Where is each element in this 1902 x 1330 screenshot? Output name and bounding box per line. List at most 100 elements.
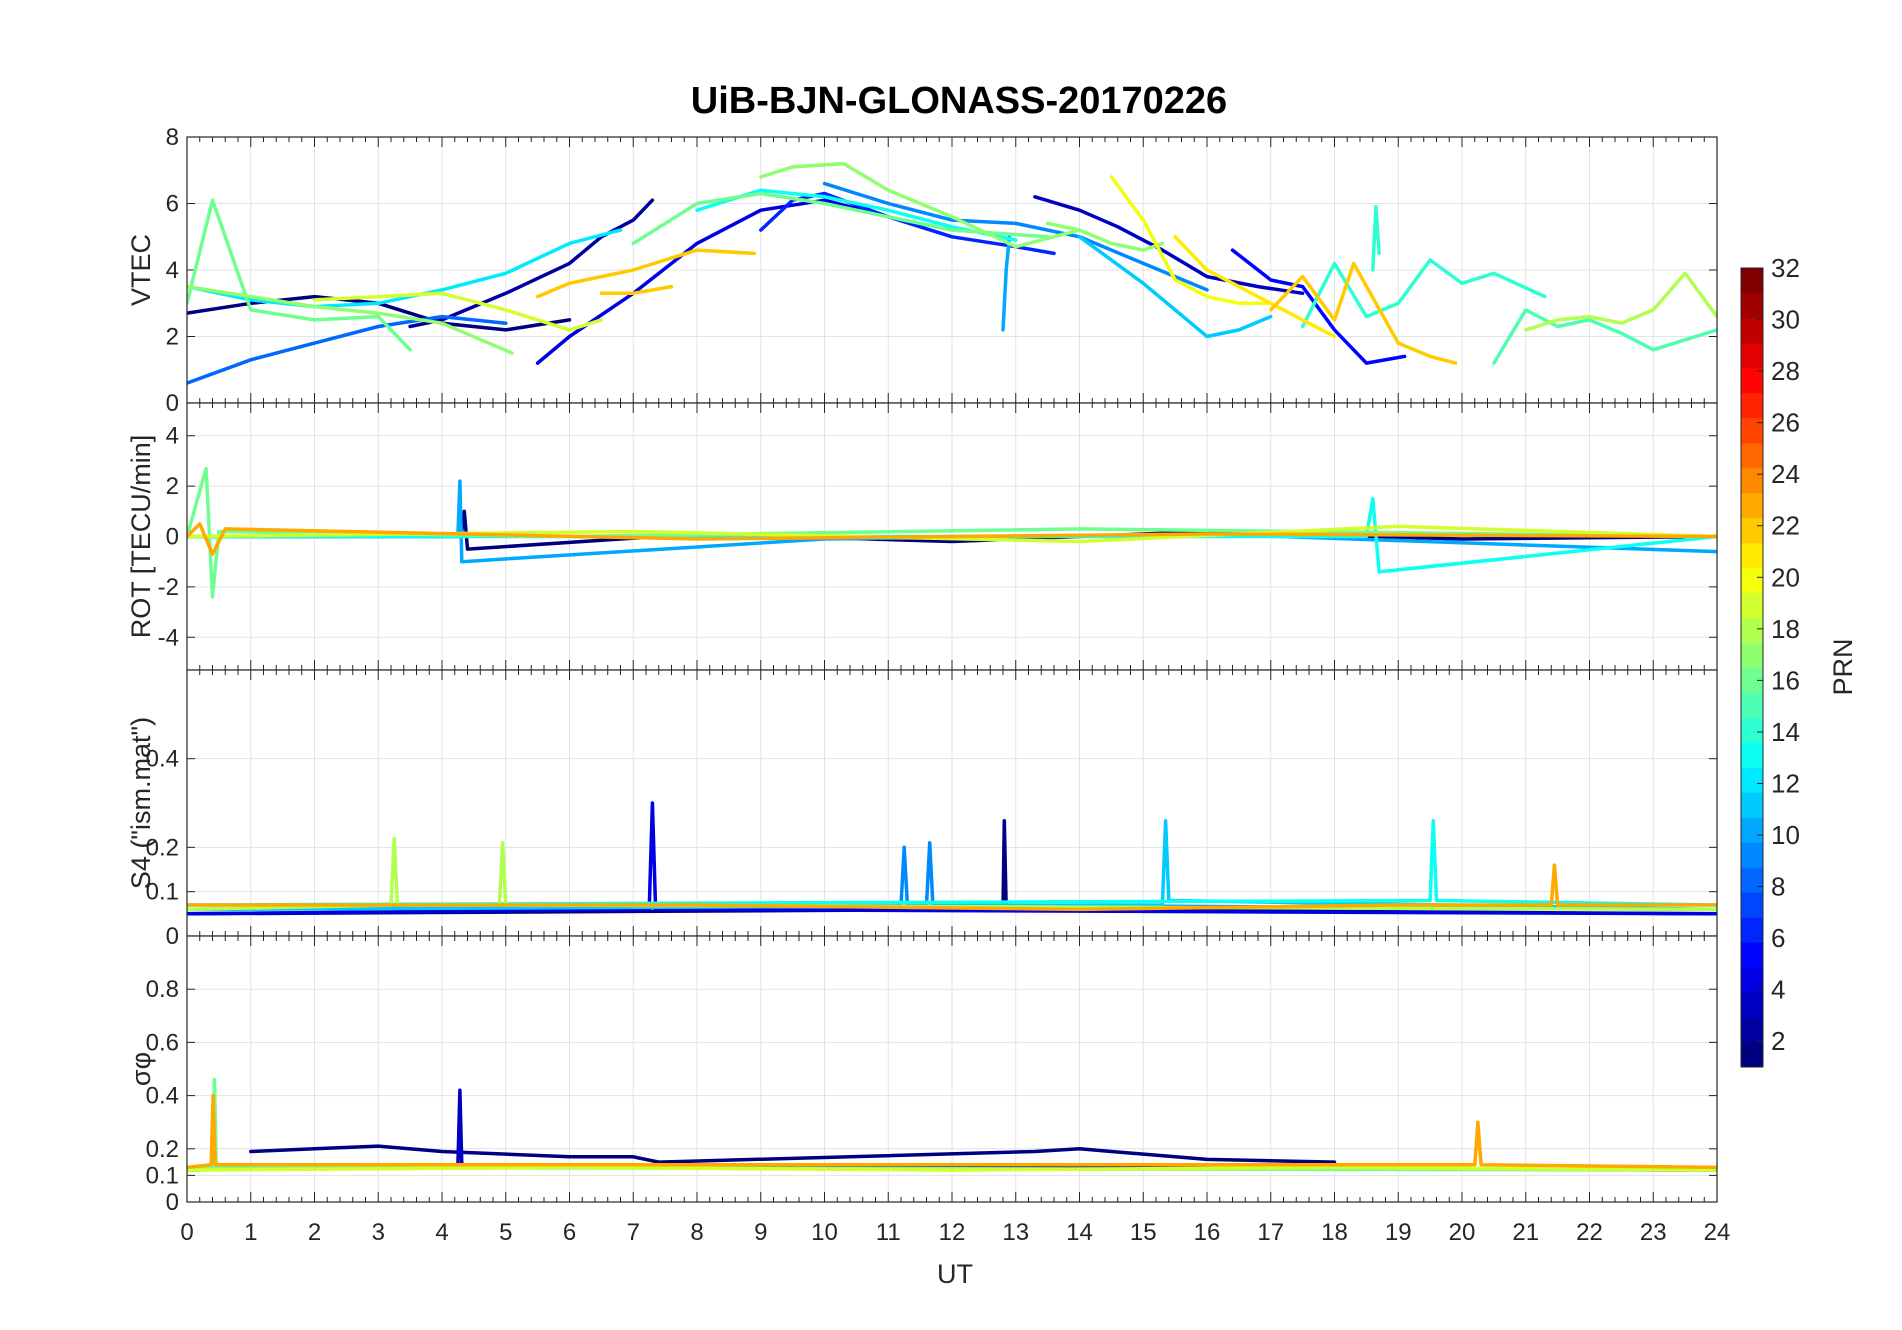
series-line-prn-13 (187, 818, 1717, 907)
colorbar-segment (1741, 392, 1763, 419)
series-line-prn-22 (599, 284, 674, 296)
y-tick-label: 0 (166, 1189, 179, 1216)
panel-rot: -4 -2 0 2 4 ROT [TECU/min] (126, 402, 1718, 671)
colorbar-segment (1741, 742, 1763, 768)
series-group (187, 801, 1717, 916)
colorbar-tick-label: 4 (1771, 975, 1785, 1005)
x-tick-label: 1 (244, 1219, 257, 1246)
series-group (187, 466, 1717, 599)
colorbar-tick-label: 22 (1771, 511, 1800, 541)
colorbar-segment (1741, 367, 1763, 394)
y-tick-label: 0.2 (146, 1136, 179, 1163)
colorbar-segment (1741, 817, 1763, 843)
colorbar-tick-label: 26 (1771, 408, 1800, 438)
colorbar-tick-label: 18 (1771, 614, 1800, 644)
series-line-prn-11 (1077, 235, 1273, 339)
colorbar-tick-label: 14 (1771, 717, 1800, 747)
colorbar-segment (1741, 717, 1763, 743)
x-tick-label: 17 (1257, 1219, 1284, 1246)
colorbar-tick-label: 24 (1771, 459, 1800, 489)
colorbar-segment (1741, 342, 1763, 369)
colorbar-tick-label: 28 (1771, 356, 1800, 386)
x-tick-label: 16 (1194, 1219, 1221, 1246)
colorbar-tick-label: 32 (1771, 253, 1800, 283)
y-tick-label: 0 (166, 390, 179, 417)
series-line-prn-19 (312, 291, 604, 332)
x-tick-label: 10 (811, 1219, 838, 1246)
series-line-prn-10 (1001, 235, 1012, 332)
x-tick-label: 7 (627, 1219, 640, 1246)
x-tick-label: 2 (308, 1219, 321, 1246)
colorbar-tick-label: 8 (1771, 872, 1785, 902)
colorbar-segment (1741, 617, 1763, 644)
colorbar-segment (1741, 892, 1763, 918)
panel-s4: 0 0.1 0.2 0.4S4 ("ism.mat") (126, 669, 1718, 950)
colorbar-segment (1741, 268, 1763, 294)
series-line-prn-22 (1269, 261, 1458, 365)
series-line-prn-5 (1230, 248, 1407, 365)
colorbar-tick-label: 30 (1771, 305, 1800, 335)
y-axis-label: VTEC (126, 234, 156, 306)
panel-frame (186, 935, 1718, 1203)
colorbar-segment (1741, 1042, 1763, 1068)
colorbar-segment (1741, 992, 1763, 1018)
series-line-prn-17 (1045, 221, 1165, 252)
colorbar-segment (1741, 517, 1763, 544)
colorbar-segment (1741, 592, 1763, 619)
series-line-prn-19 (187, 1165, 1717, 1172)
y-tick-label: 0.1 (146, 1162, 179, 1189)
series-line-prn-9 (822, 181, 1209, 292)
x-tick-label: 19 (1385, 1219, 1412, 1246)
colorbar-segment (1741, 792, 1763, 818)
y-tick-label: 0.2 (146, 834, 179, 861)
y-axis-label: S4 ("ism.mat") (126, 717, 156, 889)
colorbar-tick-label: 6 (1771, 923, 1785, 953)
y-tick-label: 6 (166, 191, 179, 218)
series-line-prn-16 (187, 466, 1717, 599)
series-line-prn-23 (187, 522, 1717, 556)
x-tick-label: 8 (690, 1219, 703, 1246)
y-tick-label: 0.6 (146, 1029, 179, 1056)
y-axis-label: σφ (126, 1052, 156, 1086)
colorbar-segment (1741, 467, 1763, 494)
y-tick-label: 4 (166, 257, 179, 284)
series-line-prn-15 (1492, 308, 1717, 365)
colorbar-frame (1740, 267, 1764, 1068)
chart-title: UiB-BJN-GLONASS-20170226 (691, 80, 1227, 122)
x-tick-label: 15 (1130, 1219, 1157, 1246)
colorbar-segment (1741, 967, 1763, 993)
y-tick-label: 4 (166, 423, 179, 450)
series-line-prn-3 (1033, 195, 1305, 296)
series-line-prn-16 (187, 198, 412, 352)
series-line-prn-4 (187, 801, 1717, 916)
series-line-prn-23 (187, 1093, 1717, 1170)
x-tick-label: 21 (1512, 1219, 1539, 1246)
series-line-prn-8 (187, 314, 508, 385)
series-line-prn-17 (759, 161, 1082, 249)
y-tick-label: 0.4 (146, 746, 179, 773)
y-tick-label: -2 (158, 574, 179, 601)
colorbar-segment (1741, 642, 1763, 668)
y-tick-label: 0.1 (146, 879, 179, 906)
x-tick-label: 0 (180, 1219, 193, 1246)
colorbar-label: PRN (1828, 638, 1858, 695)
colorbar-tick-label: 16 (1771, 665, 1800, 695)
y-tick-label: 0 (166, 923, 179, 950)
colorbar-tick-label: 12 (1771, 768, 1800, 798)
y-tick-label: -4 (158, 624, 179, 651)
y-tick-label: 0.4 (146, 1083, 179, 1110)
series-line-prn-20 (1109, 175, 1273, 306)
series-line-prn-14 (1300, 258, 1547, 329)
colorbar-segment (1741, 317, 1763, 344)
series-line-prn-4 (535, 198, 891, 365)
series-line-prn-22 (535, 248, 757, 299)
x-tick-label: 12 (939, 1219, 966, 1246)
series-line-prn-23 (187, 863, 1717, 912)
series-line-prn-2 (408, 198, 655, 329)
x-axis: 0 1 2 3 4 5 6 7 8 9 10 11 12 13 14 15 16 17 18 19 20 21 22 23 24 (180, 1219, 1730, 1246)
colorbar-segment (1741, 492, 1763, 519)
x-tick-label: 6 (563, 1219, 576, 1246)
series-line-prn-21 (1173, 235, 1337, 339)
